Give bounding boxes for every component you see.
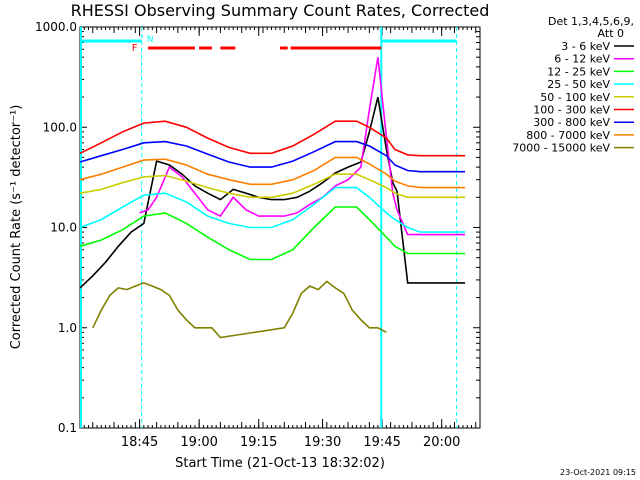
plot-frame: [79, 26, 481, 429]
x-tick-label: 19:30: [304, 435, 341, 450]
legend-label-1: 3 - 6 keV: [561, 40, 610, 53]
legend-label-2: 6 - 12 keV: [554, 53, 610, 66]
legend-header-2: Att 0: [598, 27, 624, 40]
series-line-7: [79, 140, 466, 173]
legend-label-8: 800 - 7000 keV: [526, 129, 610, 142]
series-line-9: [92, 280, 387, 339]
series-line-8: [79, 156, 466, 189]
y-tick-labels: 0.1 1.0 10.0 100.0 1000.0: [35, 20, 77, 435]
series-line-4: [79, 186, 466, 233]
y-tick-label: 100.0: [43, 120, 77, 134]
series-line-2: [139, 57, 466, 236]
legend-label-4: 25 - 50 keV: [547, 78, 610, 91]
chart-title: RHESSI Observing Summary Count Rates, Co…: [71, 1, 490, 20]
x-tick-label: 20:00: [423, 435, 460, 450]
legend-label-6: 100 - 300 keV: [533, 104, 610, 117]
x-tick-labels: 18:45 19:00 19:15 19:30 19:45 20:00: [121, 435, 461, 450]
y-tick-label: 1000.0: [35, 20, 77, 34]
annotations: NF: [80, 27, 458, 428]
axis-ticks: [80, 27, 480, 429]
y-axis-label: Corrected Count Rate (s⁻¹ detector⁻¹): [9, 105, 24, 350]
x-tick-label: 19:15: [240, 435, 277, 450]
y-tick-label: 10.0: [50, 221, 77, 235]
legend-header-1: Det 1,3,4,5,6,9,: [548, 15, 634, 28]
legend-label-9: 7000 - 15000 keV: [512, 142, 610, 155]
x-tick-label: 19:45: [363, 435, 400, 450]
x-axis-label: Start Time (21-Oct-13 18:32:02): [175, 456, 385, 471]
series-line-1: [79, 96, 466, 289]
y-tick-label: 0.1: [58, 421, 77, 435]
y-tick-label: 1.0: [58, 321, 77, 335]
series-line-6: [79, 120, 466, 157]
flare-label: F: [132, 43, 138, 54]
x-tick-label: 18:45: [121, 435, 158, 450]
saa-label: N: [147, 35, 154, 45]
footer-date: 23-Oct-2021 09:15: [560, 468, 636, 477]
series-line-3: [79, 206, 466, 261]
legend-label-3: 12 - 25 keV: [547, 65, 610, 78]
legend-label-5: 50 - 100 keV: [540, 91, 610, 104]
x-tick-label: 19:00: [180, 435, 217, 450]
series-line-5: [79, 173, 466, 199]
series-lines: [79, 57, 466, 339]
legend-label-7: 300 - 800 keV: [533, 116, 610, 129]
